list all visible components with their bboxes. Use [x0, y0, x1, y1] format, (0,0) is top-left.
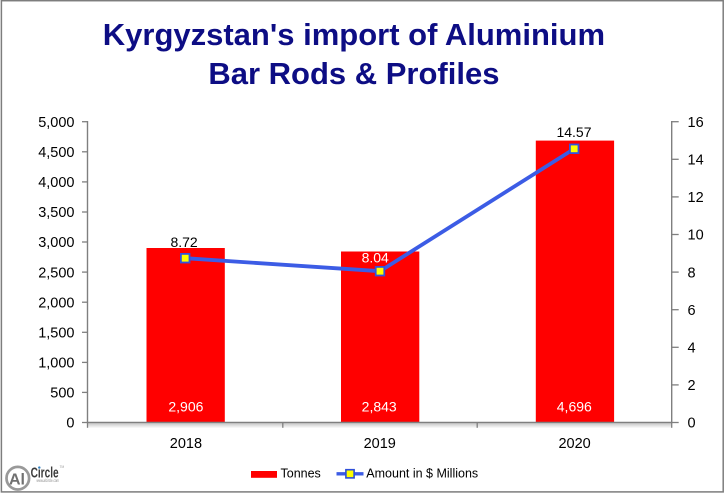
svg-text:4,696: 4,696: [557, 399, 592, 415]
svg-text:2020: 2020: [558, 436, 590, 452]
svg-text:14.57: 14.57: [556, 124, 591, 140]
svg-text:16: 16: [688, 115, 704, 131]
svg-text:4,000: 4,000: [38, 175, 74, 191]
svg-text:8.04: 8.04: [362, 249, 389, 265]
svg-text:6: 6: [688, 303, 696, 319]
svg-text:12: 12: [688, 190, 704, 206]
svg-text:5,000: 5,000: [38, 115, 74, 131]
svg-text:0: 0: [66, 416, 74, 432]
svg-text:Amount in $ Millions: Amount in $ Millions: [366, 467, 478, 481]
svg-text:3,000: 3,000: [38, 235, 74, 251]
svg-text:Al: Al: [9, 472, 25, 489]
svg-text:4,500: 4,500: [38, 145, 74, 161]
svg-text:2: 2: [688, 378, 696, 394]
svg-text:Tonnes: Tonnes: [281, 467, 321, 481]
svg-text:TM: TM: [60, 465, 65, 469]
svg-text:Kyrgyzstan's import of Alumini: Kyrgyzstan's import of Aluminium: [103, 17, 605, 52]
svg-text:1,000: 1,000: [38, 356, 74, 372]
svg-text:8.72: 8.72: [170, 234, 197, 250]
svg-text:14: 14: [688, 153, 704, 169]
svg-text:4: 4: [688, 341, 696, 357]
svg-text:Bar Rods & Profiles: Bar Rods & Profiles: [208, 56, 499, 91]
svg-text:Cırcle: Cırcle: [31, 463, 59, 481]
svg-text:2,843: 2,843: [362, 399, 397, 415]
svg-text:8: 8: [688, 265, 696, 281]
svg-text:2,500: 2,500: [38, 265, 74, 281]
svg-text:2,906: 2,906: [168, 399, 203, 415]
svg-text:2019: 2019: [364, 436, 396, 452]
svg-text:0: 0: [688, 416, 696, 432]
svg-text:2,000: 2,000: [38, 295, 74, 311]
svg-text:1,500: 1,500: [38, 326, 74, 342]
svg-text:2018: 2018: [170, 436, 202, 452]
svg-text:10: 10: [688, 228, 704, 244]
svg-text:3,500: 3,500: [38, 205, 74, 221]
svg-text:www.alcircle.com: www.alcircle.com: [37, 478, 60, 483]
svg-text:500: 500: [50, 386, 74, 402]
